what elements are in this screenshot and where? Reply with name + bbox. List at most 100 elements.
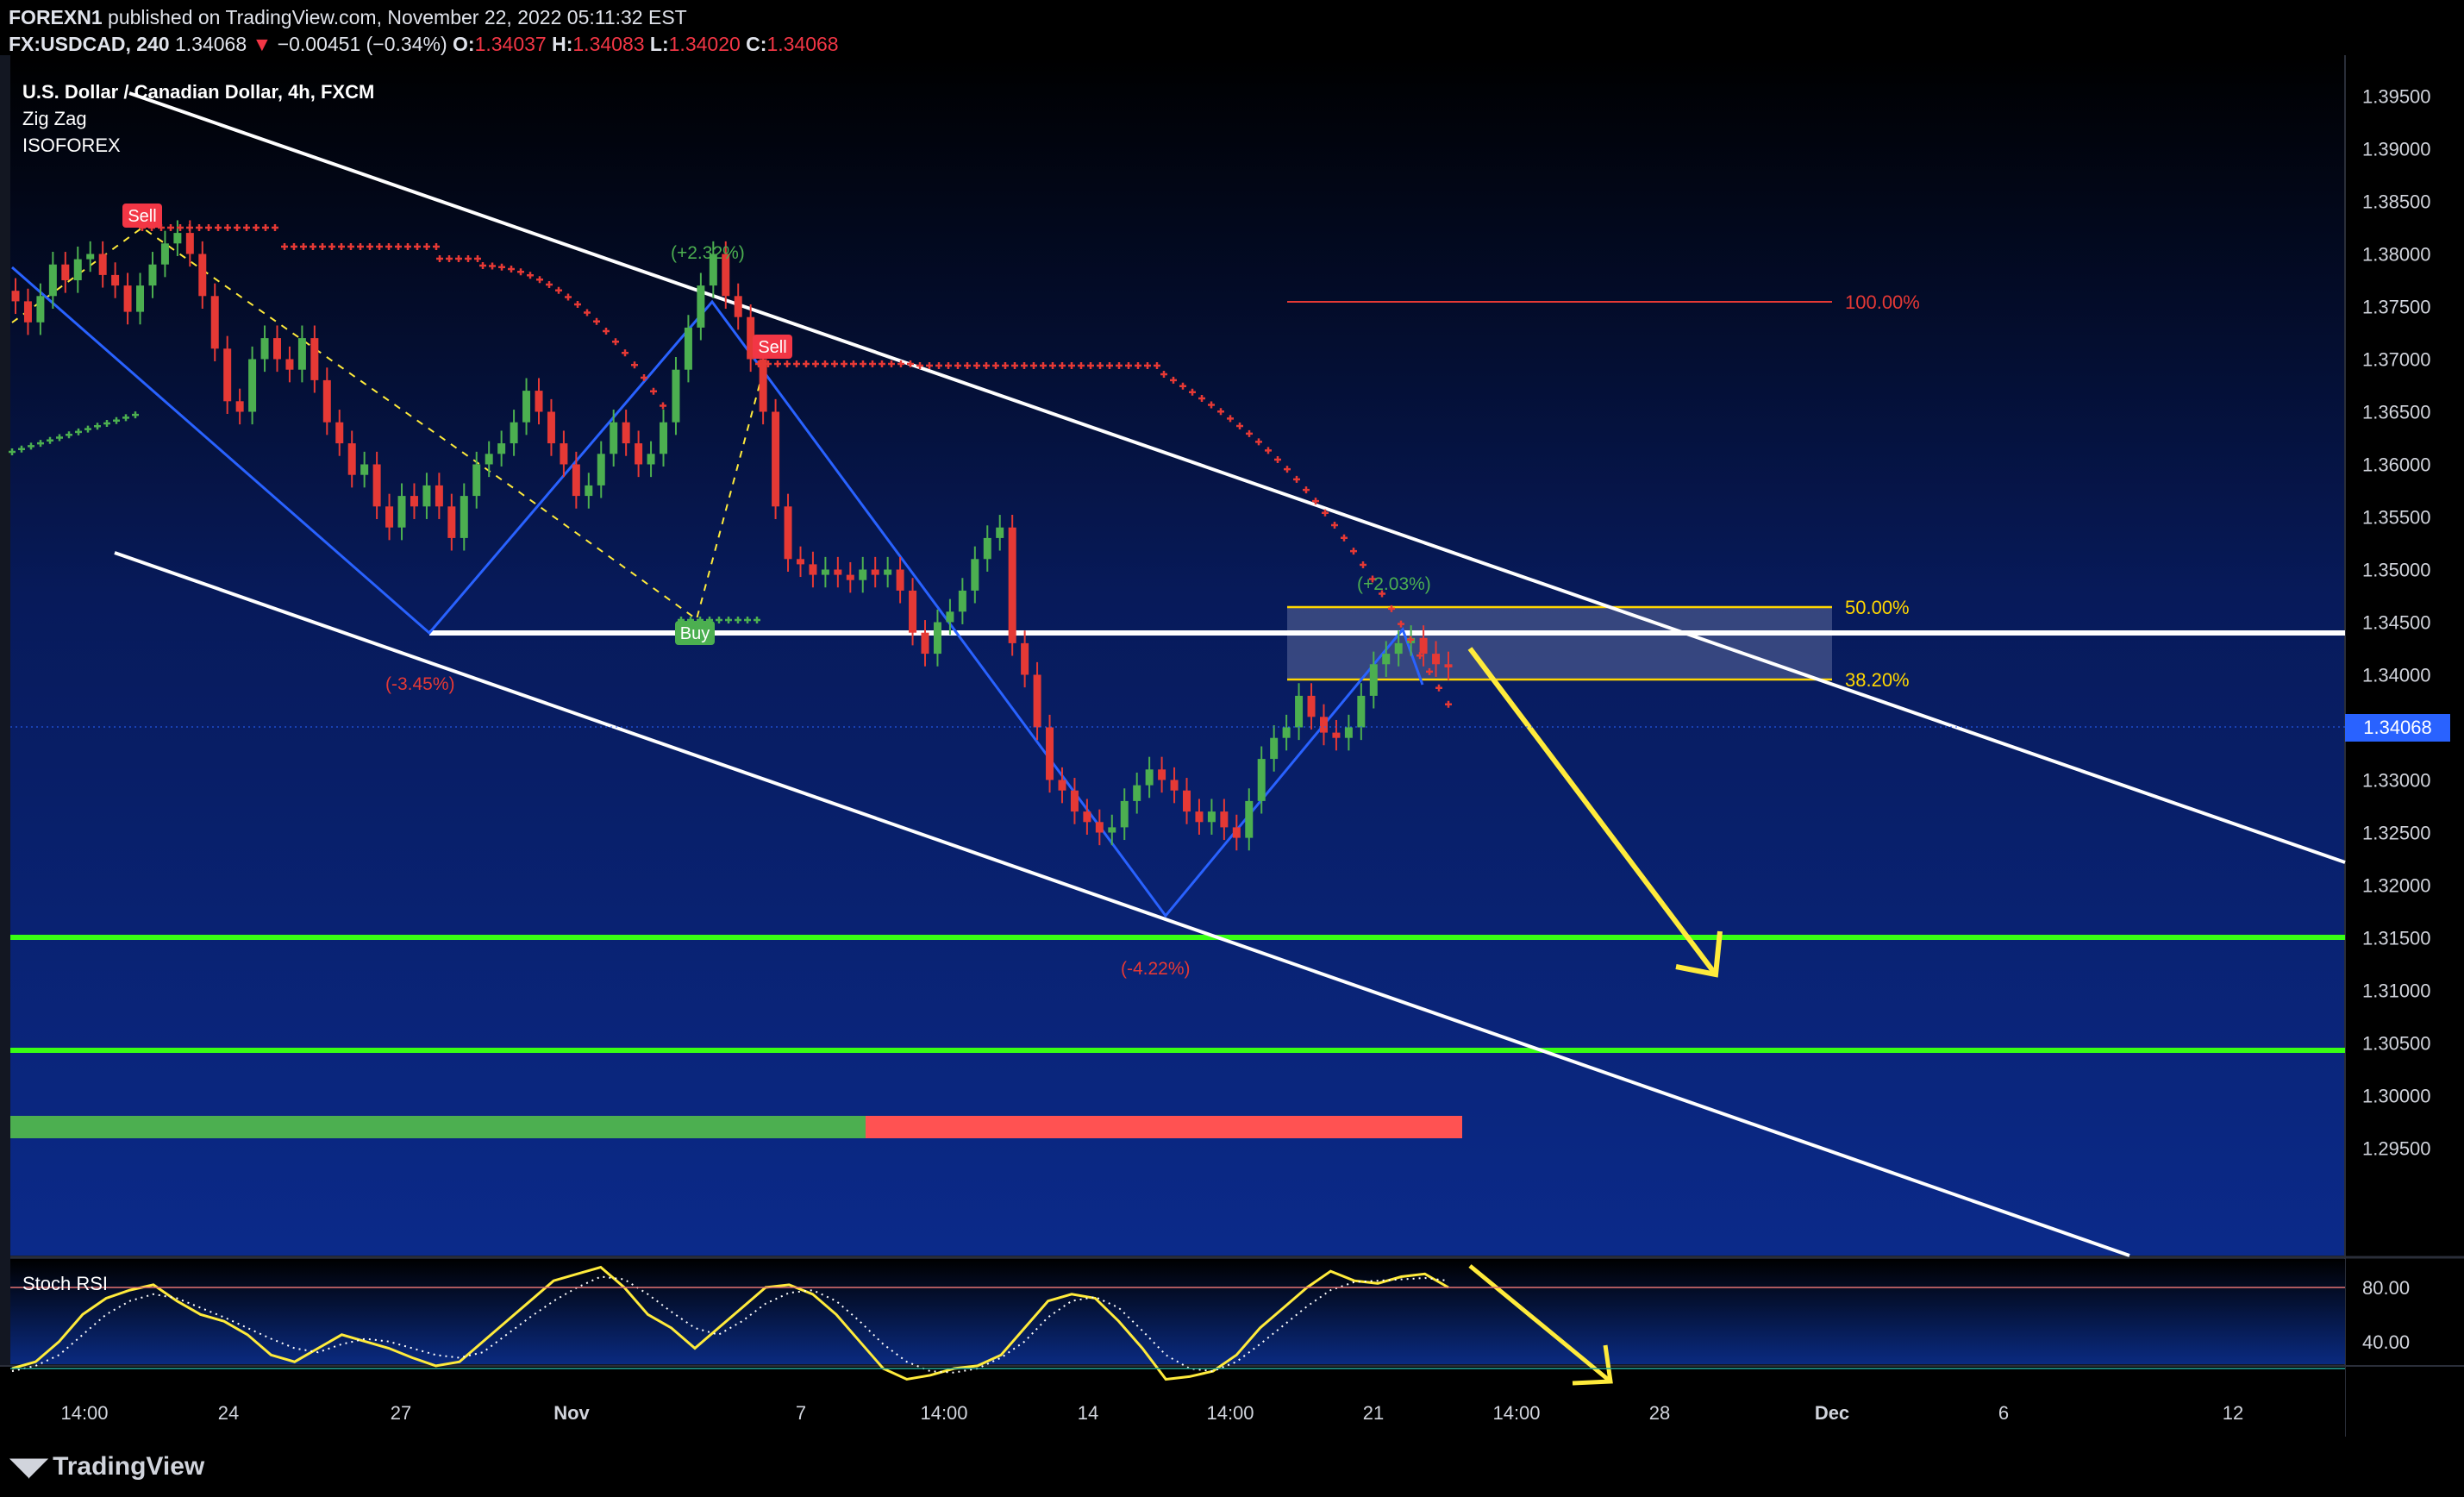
publisher-name[interactable]: FOREXN1: [9, 6, 103, 28]
stoch-tick-40: 40.00: [2362, 1331, 2410, 1353]
high-label: H:: [552, 33, 573, 55]
trail-marker: [1369, 575, 1376, 583]
candle-body: [809, 564, 817, 575]
legend-indicator-isoforex[interactable]: ISOFOREX: [22, 135, 121, 156]
candle-body: [996, 527, 1004, 538]
published-text: published on TradingView.com, November 2…: [108, 6, 687, 28]
candle-body: [360, 464, 369, 475]
candle-body: [846, 574, 854, 580]
trail-marker: [291, 243, 297, 250]
tradingview-logo-icon[interactable]: ◥◤ TradingView: [10, 1452, 205, 1481]
stoch-k-line: [11, 1265, 1449, 1381]
trail-marker: [489, 262, 496, 270]
legend-indicator-zigzag[interactable]: Zig Zag: [22, 108, 87, 129]
price-tick-label: 1.33000: [2362, 770, 2431, 792]
candle-body: [1282, 727, 1291, 738]
last-price: 1.34068: [175, 33, 247, 55]
candle-body: [1357, 695, 1366, 728]
trail-marker: [1021, 362, 1028, 369]
trail-marker: [1379, 590, 1385, 598]
trail-marker: [1160, 371, 1167, 378]
fib-zone-box[interactable]: [1287, 607, 1832, 680]
trail-marker: [28, 442, 34, 450]
candle-body: [1120, 800, 1129, 828]
trail-marker: [1049, 362, 1056, 369]
price-tick-label: 1.31000: [2362, 980, 2431, 1002]
trail-marker: [319, 243, 326, 250]
price-tick-label: 1.38000: [2362, 244, 2431, 266]
time-tick-label: 28: [1649, 1402, 1670, 1424]
open-value: 1.34037: [474, 33, 547, 55]
candle-body: [759, 359, 767, 412]
candle-body: [909, 590, 917, 633]
trailing-markers: [9, 224, 1452, 708]
channel-upper-line[interactable]: [128, 91, 2346, 864]
trail-marker: [1312, 498, 1319, 505]
trail-marker: [1011, 362, 1018, 369]
trail-marker: [1426, 667, 1433, 675]
sell-signal-2[interactable]: Sell: [753, 335, 792, 359]
trail-marker: [84, 425, 91, 433]
time-tick-label: 14: [1078, 1402, 1098, 1424]
channel-lower-line[interactable]: [114, 551, 2130, 1257]
trail-marker: [436, 255, 443, 262]
trail-marker: [37, 440, 44, 448]
candle-body: [983, 537, 991, 560]
trail-marker: [1106, 362, 1113, 369]
stoch-down-arrow-icon: [1468, 1264, 1613, 1386]
trail-marker: [1416, 652, 1423, 660]
trail-marker: [1255, 438, 1262, 446]
trail-marker: [593, 317, 600, 325]
current-price-tag[interactable]: [2345, 714, 2450, 742]
candle-body: [422, 485, 431, 507]
trail-marker: [18, 445, 25, 453]
trail-marker: [479, 262, 486, 269]
price-tick-label: 1.31500: [2362, 928, 2431, 949]
candle-body: [510, 422, 518, 444]
candle-body: [136, 285, 145, 312]
sell-signal-1[interactable]: Sell: [122, 204, 162, 228]
buy-signal[interactable]: Buy: [675, 621, 715, 645]
candle-body: [61, 264, 70, 280]
time-axis[interactable]: [0, 1366, 2345, 1437]
trail-marker: [1322, 509, 1329, 517]
trail-marker: [56, 434, 63, 442]
price-tick-label: 1.35000: [2362, 560, 2431, 581]
change-arrow-icon: ▼: [252, 33, 272, 55]
trail-marker: [508, 266, 515, 273]
trail-marker: [1179, 382, 1186, 390]
trail-marker: [945, 362, 952, 369]
candle-body: [173, 233, 182, 244]
time-tick-label: 14:00: [1206, 1402, 1254, 1424]
trail-marker: [1116, 362, 1123, 369]
candle-body: [635, 443, 643, 465]
trail-marker: [433, 243, 440, 250]
candle-body: [310, 338, 319, 380]
chart-canvas[interactable]: 1.400001.395001.390001.385001.380001.375…: [0, 55, 2464, 1437]
candle-body: [547, 411, 555, 444]
candle-body: [347, 443, 356, 475]
trail-marker: [1341, 534, 1348, 542]
trail-marker: [831, 360, 838, 367]
trail-marker: [1331, 521, 1338, 529]
candle-body: [1108, 827, 1116, 833]
candle-body: [834, 569, 842, 575]
stoch-title[interactable]: Stoch RSI: [22, 1273, 108, 1294]
trail-marker: [744, 617, 751, 623]
symbol-label[interactable]: FX:USDCAD, 240: [9, 33, 170, 55]
candle-body: [297, 338, 306, 370]
candle-body: [585, 485, 593, 497]
high-value: 1.34083: [572, 33, 645, 55]
trail-marker: [347, 243, 354, 250]
candle-body: [859, 569, 867, 580]
candle-body: [1220, 811, 1229, 828]
fib-label-100: 100.00%: [1845, 291, 1920, 313]
sell-signal-1-label: Sell: [128, 207, 156, 226]
change-value: −0.00451 (−0.34%): [277, 33, 447, 55]
candle-body: [223, 348, 232, 402]
price-axis[interactable]: [2345, 55, 2464, 1437]
trail-marker: [338, 243, 345, 250]
trail-marker: [205, 224, 212, 231]
trail-marker: [1227, 415, 1234, 423]
trail-marker: [1407, 636, 1414, 643]
